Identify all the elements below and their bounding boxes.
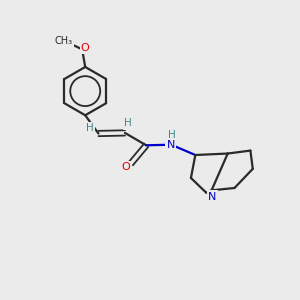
Text: H: H	[124, 118, 132, 128]
Text: N: N	[208, 192, 216, 202]
Text: O: O	[81, 43, 90, 52]
Text: CH₃: CH₃	[54, 36, 72, 46]
Text: H: H	[86, 123, 94, 133]
Text: N: N	[167, 140, 175, 150]
Text: H: H	[168, 130, 176, 140]
Text: O: O	[121, 162, 130, 172]
